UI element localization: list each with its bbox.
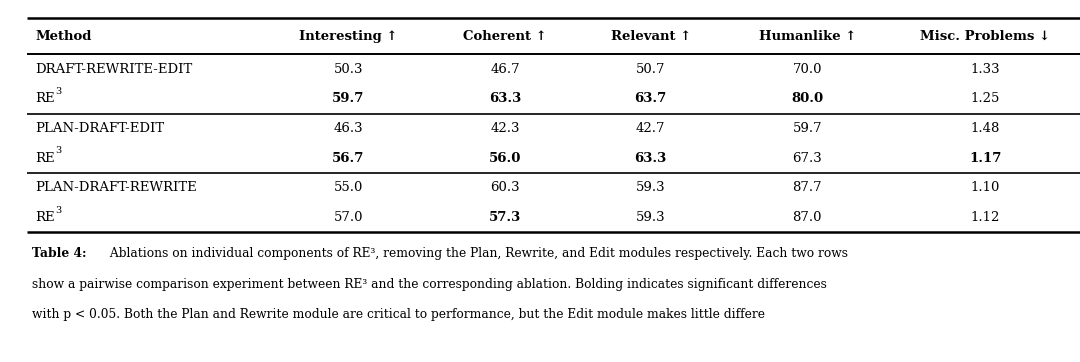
Text: 59.3: 59.3	[636, 181, 665, 194]
Text: Interesting ↑: Interesting ↑	[299, 30, 397, 43]
Text: 56.0: 56.0	[489, 152, 521, 165]
Text: DRAFT-REWRITE-EDIT: DRAFT-REWRITE-EDIT	[36, 63, 193, 76]
Text: Table 4:: Table 4:	[32, 247, 86, 260]
Text: 87.7: 87.7	[793, 181, 822, 194]
Text: 1.12: 1.12	[971, 211, 1000, 224]
Text: 56.7: 56.7	[333, 152, 364, 165]
Text: 1.33: 1.33	[971, 63, 1000, 76]
Text: 63.3: 63.3	[489, 92, 521, 105]
Text: 80.0: 80.0	[792, 92, 823, 105]
Text: with p < 0.05. Both the Plan and Rewrite module are critical to performance, but: with p < 0.05. Both the Plan and Rewrite…	[32, 308, 766, 321]
Text: RE: RE	[36, 152, 55, 165]
Text: PLAN-DRAFT-REWRITE: PLAN-DRAFT-REWRITE	[36, 181, 198, 194]
Text: 87.0: 87.0	[793, 211, 822, 224]
Text: Misc. Problems ↓: Misc. Problems ↓	[920, 30, 1051, 43]
Text: 1.25: 1.25	[971, 92, 1000, 105]
Text: 63.3: 63.3	[635, 152, 666, 165]
Text: 3: 3	[55, 87, 62, 96]
Text: PLAN-DRAFT-EDIT: PLAN-DRAFT-EDIT	[36, 122, 165, 135]
Text: 70.0: 70.0	[793, 63, 822, 76]
Text: RE: RE	[36, 92, 55, 105]
Text: 3: 3	[55, 147, 62, 155]
Text: Relevant ↑: Relevant ↑	[610, 30, 691, 43]
Text: 50.7: 50.7	[636, 63, 665, 76]
Text: 57.3: 57.3	[489, 211, 521, 224]
Text: 42.3: 42.3	[490, 122, 519, 135]
Text: 63.7: 63.7	[635, 92, 666, 105]
Text: Ablations on individual components of RE³, removing the Plan, Rewrite, and Edit : Ablations on individual components of RE…	[106, 247, 848, 260]
Text: 1.17: 1.17	[970, 152, 1001, 165]
Text: Humanlike ↑: Humanlike ↑	[758, 30, 856, 43]
Text: 60.3: 60.3	[490, 181, 519, 194]
Text: 59.3: 59.3	[636, 211, 665, 224]
Text: 59.7: 59.7	[333, 92, 364, 105]
Text: RE: RE	[36, 211, 55, 224]
Text: 55.0: 55.0	[334, 181, 363, 194]
Text: Coherent ↑: Coherent ↑	[463, 30, 546, 43]
Text: 1.48: 1.48	[971, 122, 1000, 135]
Text: 57.0: 57.0	[334, 211, 363, 224]
Text: 3: 3	[55, 206, 62, 215]
Text: Method: Method	[36, 30, 92, 43]
Text: 46.7: 46.7	[490, 63, 519, 76]
Text: show a pairwise comparison experiment between RE³ and the corresponding ablation: show a pairwise comparison experiment be…	[32, 278, 827, 291]
Text: 59.7: 59.7	[793, 122, 822, 135]
Text: 1.10: 1.10	[971, 181, 1000, 194]
Text: 50.3: 50.3	[334, 63, 363, 76]
Text: 67.3: 67.3	[793, 152, 822, 165]
Text: 46.3: 46.3	[334, 122, 363, 135]
Text: 42.7: 42.7	[636, 122, 665, 135]
